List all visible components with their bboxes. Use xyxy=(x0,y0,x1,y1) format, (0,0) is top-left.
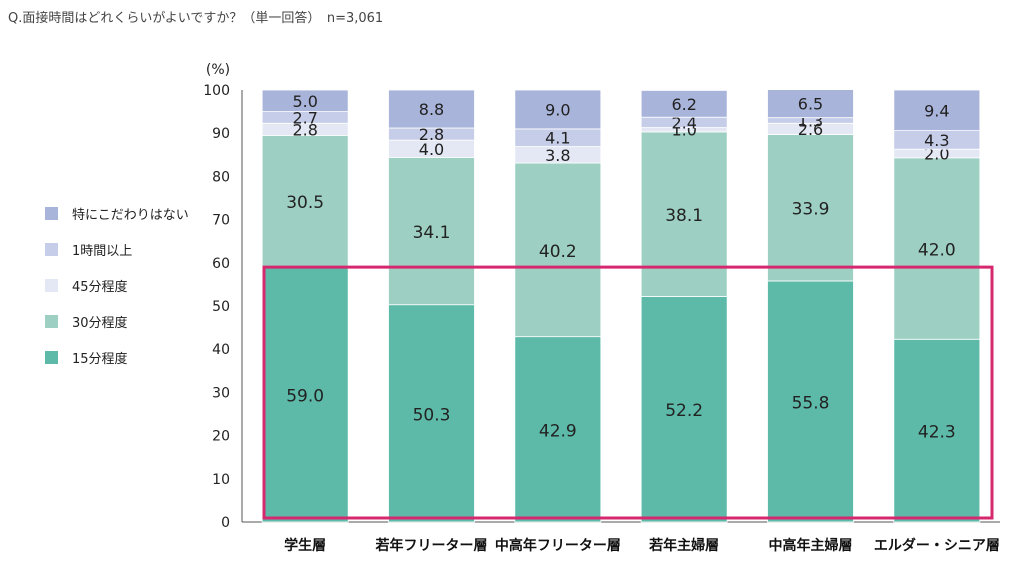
data-label: 2.8 xyxy=(292,120,317,139)
data-label: 38.1 xyxy=(665,206,703,226)
y-tick-label: 20 xyxy=(212,429,230,445)
data-label: 40.2 xyxy=(539,242,577,262)
data-label: 2.6 xyxy=(798,120,823,139)
data-label: 2.7 xyxy=(292,108,317,127)
legend-entry: 特にこだわりはない xyxy=(72,208,189,223)
bar-segment xyxy=(640,90,728,118)
bar-segment xyxy=(388,89,475,129)
data-label: 30.5 xyxy=(286,193,324,213)
bar-segment xyxy=(514,89,602,130)
data-label: 42.0 xyxy=(918,241,956,261)
data-label: 4.0 xyxy=(419,140,444,159)
data-label: 42.9 xyxy=(539,421,577,441)
bar-segment xyxy=(514,336,602,523)
legend-swatch xyxy=(45,243,58,256)
data-label: 52.2 xyxy=(665,401,703,421)
data-label: 42.3 xyxy=(918,423,956,443)
question-title: Q.面接時間はどれくらいがよいですか？（単一回答） n=3,061 xyxy=(8,11,384,26)
bar-segment xyxy=(893,157,981,340)
x-tick-label: エルダー・シニア層 xyxy=(874,537,1000,554)
x-tick-label: 若年主婦層 xyxy=(648,537,719,554)
y-tick-label: 90 xyxy=(212,126,230,142)
y-tick-label: 30 xyxy=(212,385,230,401)
legend-entry: 15分程度 xyxy=(72,351,128,367)
y-tick-label: 40 xyxy=(212,342,230,358)
y-tick-label: 70 xyxy=(212,213,230,229)
data-label: 4.1 xyxy=(545,129,570,148)
legend-entry: 45分程度 xyxy=(72,279,128,295)
data-label: 2.4 xyxy=(671,113,696,132)
highlight-box xyxy=(262,265,994,520)
y-tick-label: 10 xyxy=(212,472,230,488)
x-tick-label: 若年フリーター層 xyxy=(375,537,488,554)
legend-swatch xyxy=(45,207,58,220)
data-label: 9.0 xyxy=(545,100,570,119)
y-tick-label: 0 xyxy=(221,515,230,531)
data-label: 55.8 xyxy=(792,393,830,413)
x-tick-label: 中高年フリーター層 xyxy=(495,537,621,554)
legend-entry: 30分程度 xyxy=(72,315,128,331)
bar-segment xyxy=(261,89,349,113)
legend-swatch xyxy=(45,351,58,364)
data-label: 8.8 xyxy=(419,100,444,119)
data-label: 59.0 xyxy=(286,387,324,407)
y-tick-label: 100 xyxy=(203,83,230,99)
data-label: 33.9 xyxy=(792,200,830,220)
legend-swatch xyxy=(45,315,58,328)
data-label: 6.5 xyxy=(798,95,823,114)
data-label: 2.8 xyxy=(419,125,444,144)
bar-segment xyxy=(767,280,854,523)
bar-segment xyxy=(893,338,981,523)
data-label: 6.2 xyxy=(671,95,696,114)
y-tick-label: 50 xyxy=(212,299,230,315)
bar-segment xyxy=(767,89,854,119)
data-label: 4.3 xyxy=(924,131,949,150)
bar-segment xyxy=(388,156,475,306)
data-label: 50.3 xyxy=(413,405,451,425)
x-tick-label: 学生層 xyxy=(284,537,326,554)
x-tick-label: 中高年主婦層 xyxy=(769,537,853,554)
bar-segment xyxy=(893,89,981,132)
y-tick-label: 60 xyxy=(212,256,230,272)
data-label: 5.0 xyxy=(292,92,317,111)
y-tick-label: 80 xyxy=(212,169,230,185)
legend-entry: 1時間以上 xyxy=(72,244,132,259)
bar-segment xyxy=(767,134,854,282)
bar-segment xyxy=(514,162,602,338)
bar-segment xyxy=(261,266,349,523)
legend-swatch xyxy=(45,279,58,292)
data-label: 34.1 xyxy=(413,223,451,243)
y-axis-unit-label: (%) xyxy=(206,62,230,78)
data-label: 3.8 xyxy=(545,146,570,165)
data-label: 9.4 xyxy=(924,101,949,120)
